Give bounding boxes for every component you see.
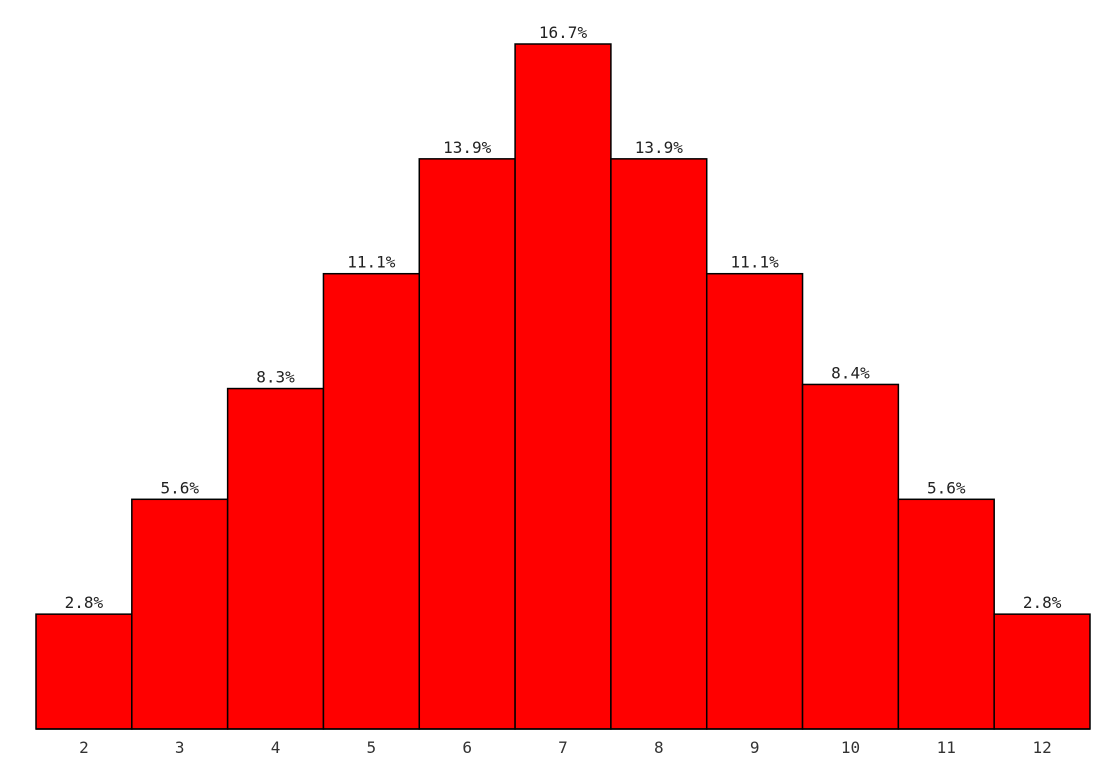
bar-10 xyxy=(801,383,900,730)
bar-3 xyxy=(131,498,229,730)
x-tick-label-11: 11 xyxy=(937,738,956,757)
x-tick-label-4: 4 xyxy=(271,738,281,757)
bar-11 xyxy=(897,498,995,730)
bar-8 xyxy=(610,158,708,730)
x-tick-label-7: 7 xyxy=(558,738,568,757)
bar-9 xyxy=(705,272,804,730)
data-label-11: 5.6% xyxy=(927,478,966,497)
data-labels-layer: 2.8% 5.6% 8.3% 11.1% 13.9% 16.7% 13.9% 11.1% 8.4… xyxy=(65,23,1062,612)
data-label-4: 8.3% xyxy=(256,368,295,387)
x-tick-label-2: 2 xyxy=(79,738,89,757)
data-label-5: 11.1% xyxy=(347,253,396,272)
x-tick-labels-layer: 2 3 4 5 6 7 8 9 10 11 12 xyxy=(79,738,1052,757)
data-label-2: 2.8% xyxy=(65,593,104,612)
x-tick-label-12: 12 xyxy=(1032,738,1051,757)
data-label-9: 11.1% xyxy=(731,253,780,272)
x-tick-label-9: 9 xyxy=(750,738,760,757)
x-tick-label-3: 3 xyxy=(175,738,185,757)
bar-4 xyxy=(226,387,325,730)
bar-6 xyxy=(418,158,516,730)
x-tick-label-5: 5 xyxy=(367,738,377,757)
data-label-10: 8.4% xyxy=(831,363,870,382)
bar-7 xyxy=(514,43,612,730)
bar-12 xyxy=(993,613,1091,730)
bars-layer xyxy=(35,43,1091,730)
x-tick-label-8: 8 xyxy=(654,738,664,757)
data-label-3: 5.6% xyxy=(160,478,199,497)
bar-5 xyxy=(322,272,421,730)
x-tick-label-10: 10 xyxy=(841,738,860,757)
data-label-12: 2.8% xyxy=(1023,593,1062,612)
data-label-7: 16.7% xyxy=(539,23,588,42)
x-tick-label-6: 6 xyxy=(462,738,472,757)
data-label-8: 13.9% xyxy=(635,138,684,157)
bar-2 xyxy=(35,613,133,730)
data-label-6: 13.9% xyxy=(443,138,492,157)
